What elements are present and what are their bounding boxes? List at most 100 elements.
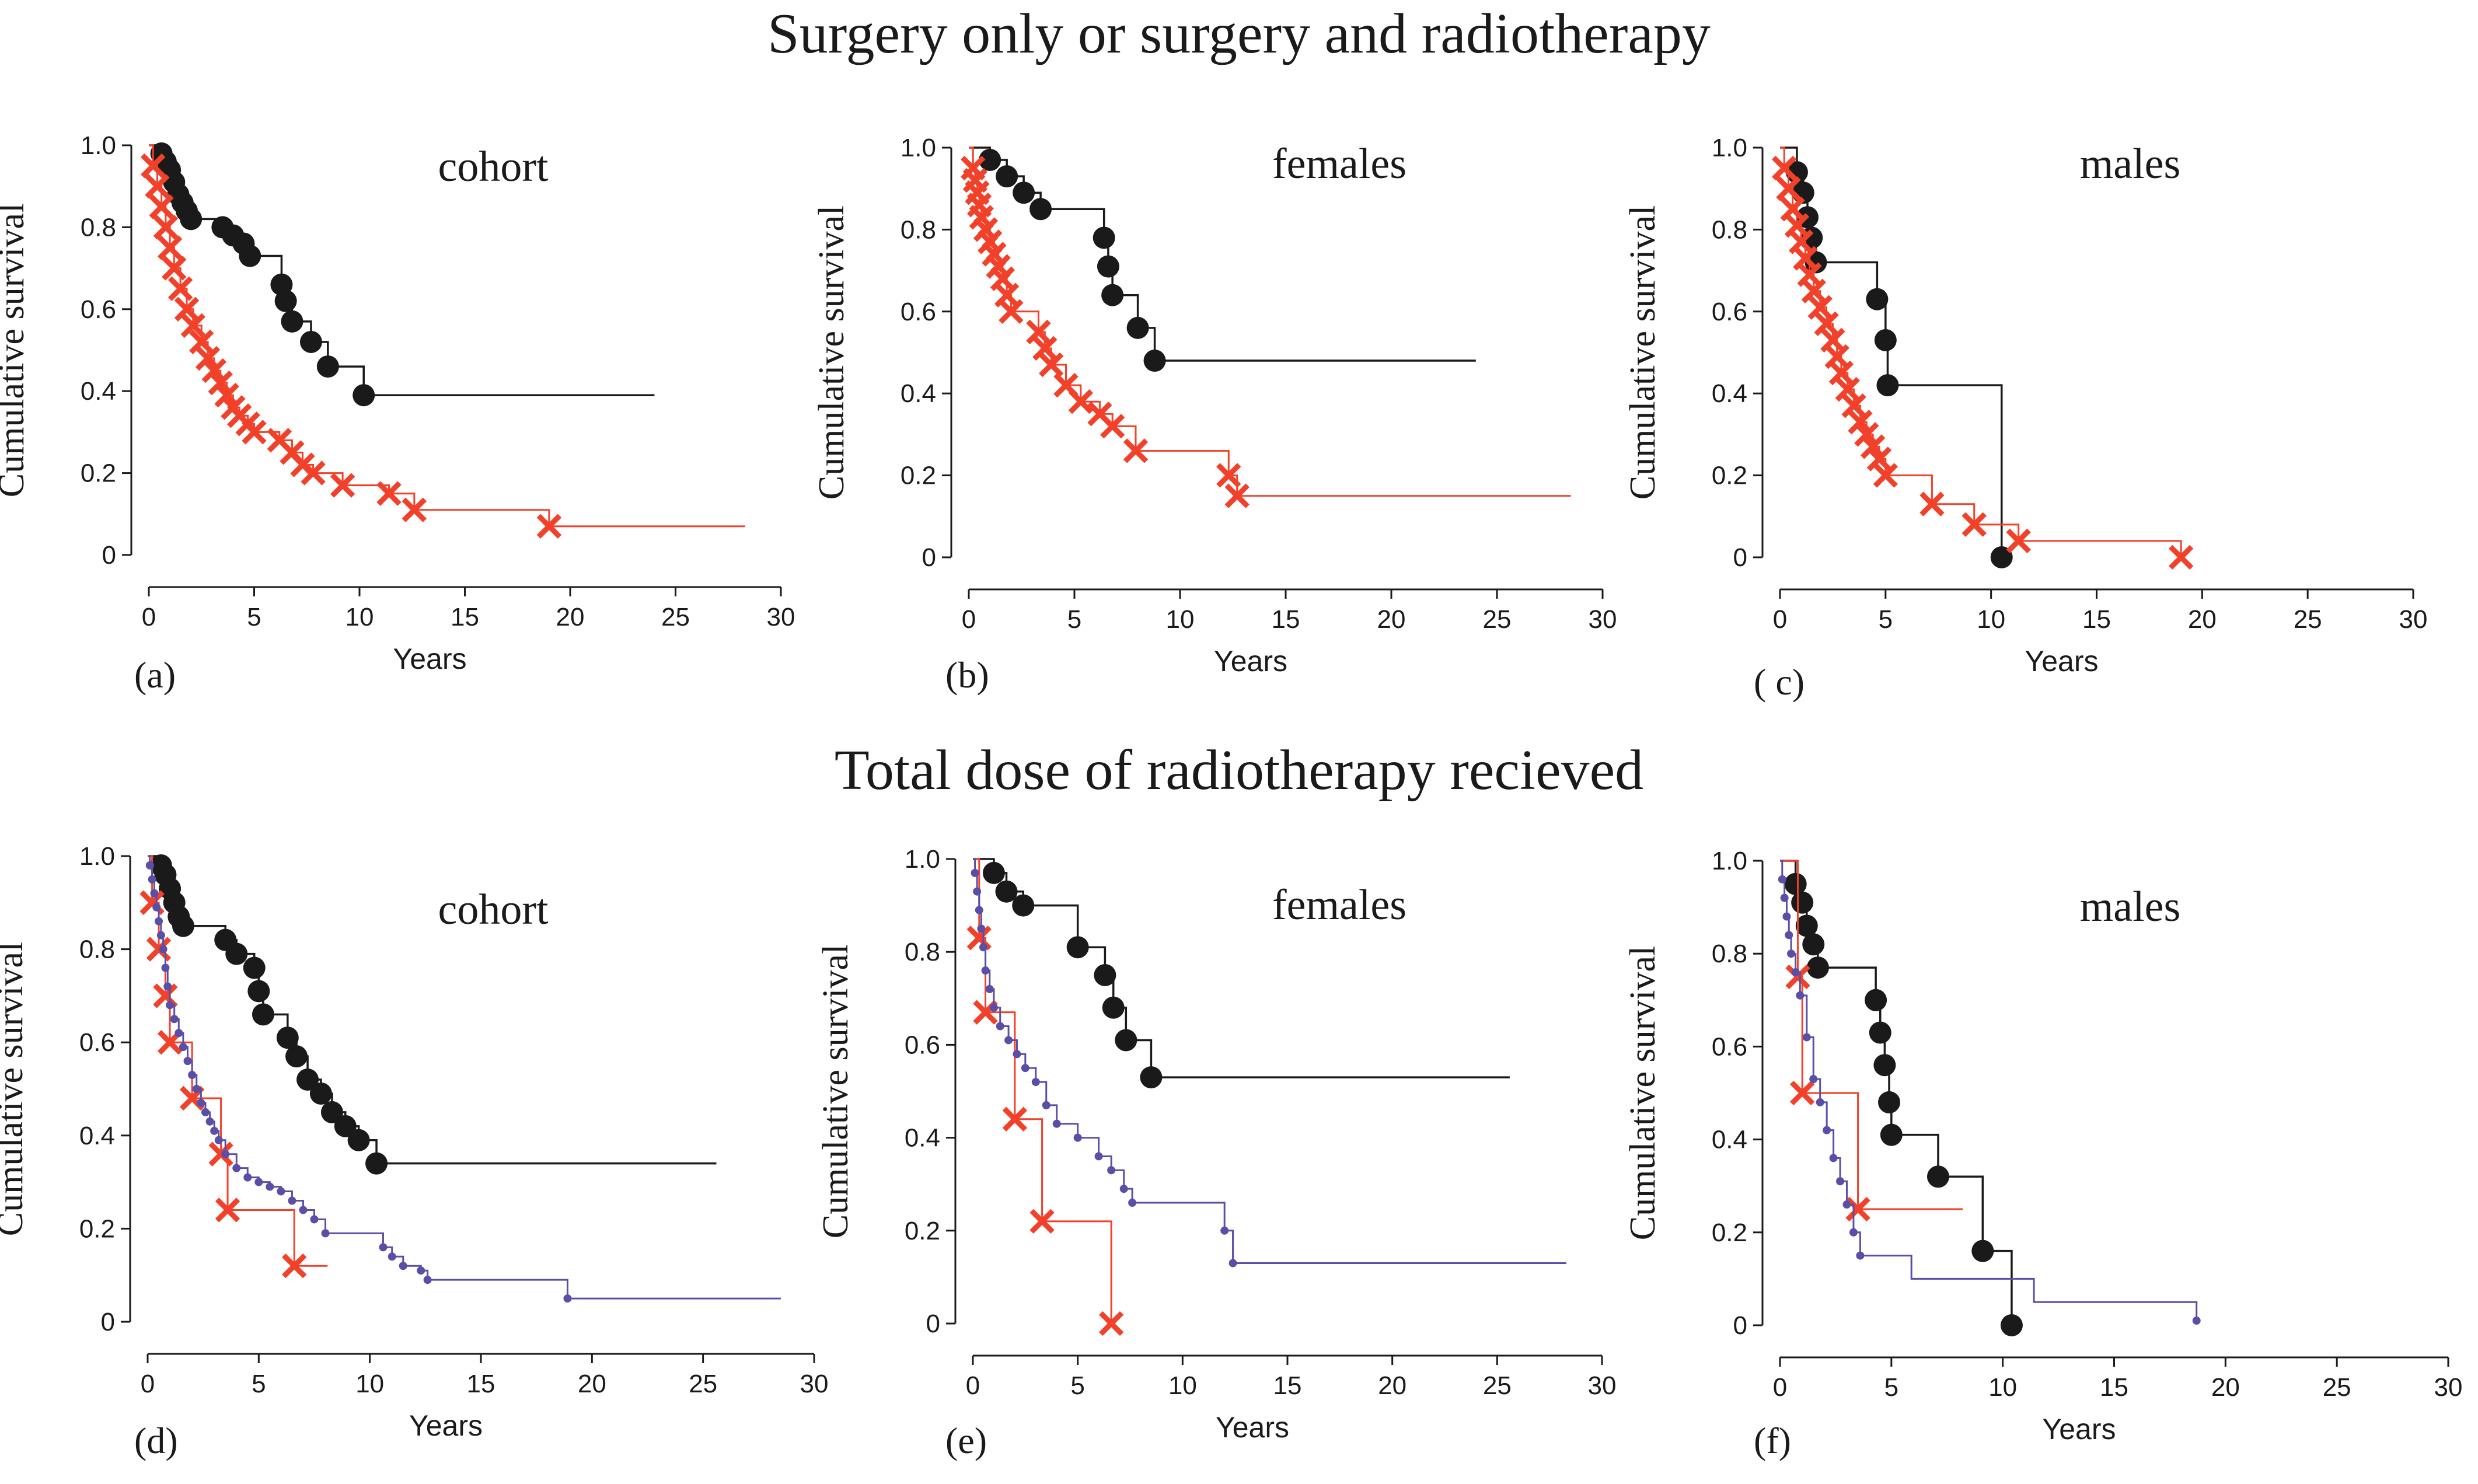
x-tick-label: 20 xyxy=(556,603,585,631)
censor-marker-blue xyxy=(1802,1033,1811,1042)
y-tick-label: 0.2 xyxy=(1712,462,1747,490)
censor-marker-blue xyxy=(399,1262,407,1270)
censor-marker-black xyxy=(247,980,270,1003)
km-curve-black xyxy=(148,855,717,1165)
censor-marker-red xyxy=(208,370,233,396)
y-tick-label: 0.6 xyxy=(1712,298,1747,326)
censor-marker-red xyxy=(201,358,227,383)
censor-marker-red xyxy=(214,383,239,408)
censor-marker-black xyxy=(1874,329,1897,351)
censor-marker-red xyxy=(242,420,267,445)
km-curve-black xyxy=(149,144,655,396)
y-tick-label: 0.2 xyxy=(79,1214,115,1243)
x-tick-label: 30 xyxy=(2399,605,2428,634)
censor-marker-black xyxy=(1066,936,1089,959)
x-tick-label: 5 xyxy=(247,603,261,631)
y-tick-label: 0.8 xyxy=(79,935,115,964)
censor-marker-blue xyxy=(1778,875,1786,884)
y-axis-title: Cumulative survival xyxy=(1623,205,1663,500)
panel-label: (f) xyxy=(1754,1420,1791,1461)
censor-marker-black xyxy=(1097,255,1119,278)
km-curve-black xyxy=(973,858,1510,1078)
censor-marker-black xyxy=(1802,933,1825,956)
censor-marker-black xyxy=(172,914,194,937)
censor-marker-black xyxy=(1140,1066,1163,1089)
censor-marker-black xyxy=(316,355,339,378)
y-tick-label: 0.4 xyxy=(81,377,116,406)
censor-marker-red xyxy=(195,345,221,371)
censor-marker-blue xyxy=(379,1243,388,1252)
y-tick-label: 0.2 xyxy=(901,462,936,490)
censor-marker-blue xyxy=(1823,1126,1831,1134)
x-tick-label: 10 xyxy=(345,603,374,631)
y-tick-label: 0.4 xyxy=(1712,1126,1747,1154)
censor-marker-black xyxy=(1012,894,1035,917)
censor-marker-blue xyxy=(1785,931,1793,940)
y-tick-label: 0.6 xyxy=(79,1028,115,1057)
censor-marker-black xyxy=(299,330,322,353)
censor-marker-red xyxy=(282,1253,307,1279)
km-curve-blue xyxy=(973,858,1566,1265)
censor-marker-black xyxy=(1094,964,1116,986)
x-tick-label: 10 xyxy=(1977,605,2005,634)
censor-marker-blue xyxy=(1787,949,1796,958)
x-tick-label: 10 xyxy=(355,1370,384,1398)
censor-marker-red xyxy=(1789,1080,1815,1106)
panel-label: (a) xyxy=(134,654,176,696)
y-tick-label: 0.8 xyxy=(905,938,940,966)
x-tick-label: 15 xyxy=(2082,605,2111,634)
y-tick-label: 0 xyxy=(101,1308,115,1336)
censor-marker-red xyxy=(1801,278,1827,303)
censor-marker-black xyxy=(1926,1165,1949,1188)
x-tick-label: 15 xyxy=(2100,1373,2128,1402)
censor-marker-black xyxy=(320,1101,343,1123)
censor-marker-red xyxy=(1100,414,1125,439)
censor-marker-black xyxy=(1878,1091,1901,1113)
x-tick-label: 15 xyxy=(1273,1371,1302,1400)
censor-marker-blue xyxy=(1013,1050,1021,1059)
x-axis-title: Years xyxy=(1214,645,1287,678)
censor-marker-black xyxy=(1115,1029,1137,1052)
x-tick-label: 30 xyxy=(800,1370,829,1398)
x-tick-label: 20 xyxy=(2211,1373,2240,1402)
section-title-top: Surgery only or surgery and radiotherapy xyxy=(767,2,1711,65)
panel-title: males xyxy=(2080,140,2181,188)
chart-panel-5: 0 5 10 15 20 25 30 0 0.2 0.4 0.6 0.8 1.0 Years Cumulat… xyxy=(816,845,1616,1461)
censor-marker-red xyxy=(1835,376,1860,402)
censor-marker-red xyxy=(1866,446,1892,472)
censor-marker-blue xyxy=(989,1003,998,1012)
y-tick-label: 0.2 xyxy=(905,1217,940,1245)
panel-label: (b) xyxy=(945,654,989,696)
censor-marker-black xyxy=(1869,1021,1891,1044)
censor-marker-blue xyxy=(192,1085,201,1093)
censor-marker-black xyxy=(274,289,297,312)
censor-marker-red xyxy=(1216,463,1241,488)
x-tick-label: 25 xyxy=(2323,1373,2351,1402)
censor-marker-red xyxy=(1038,352,1064,378)
censor-marker-blue xyxy=(1073,1133,1082,1142)
censor-marker-red xyxy=(999,299,1024,324)
x-tick-label: 5 xyxy=(1070,1371,1084,1400)
censor-marker-red xyxy=(215,1197,240,1223)
x-axis-title: Years xyxy=(2042,1413,2116,1445)
y-tick-label: 0.8 xyxy=(1712,940,1747,968)
censor-marker-blue xyxy=(243,1173,252,1182)
y-tick-label: 0.2 xyxy=(1712,1218,1747,1247)
x-tick-label: 30 xyxy=(767,603,795,631)
x-tick-label: 10 xyxy=(1168,1371,1197,1400)
censor-marker-black xyxy=(1990,546,2013,568)
censor-marker-blue xyxy=(205,1117,214,1126)
y-tick-label: 0.8 xyxy=(81,213,116,242)
x-tick-label: 15 xyxy=(467,1370,495,1398)
censor-marker-blue xyxy=(197,1098,205,1107)
censor-marker-black xyxy=(285,1045,308,1068)
censor-marker-black xyxy=(1795,914,1818,937)
x-axis-title: Years xyxy=(2025,645,2098,678)
censor-marker-red xyxy=(376,481,402,506)
censor-marker-red xyxy=(149,194,174,219)
censor-marker-red xyxy=(162,256,187,281)
x-tick-label: 15 xyxy=(451,603,479,631)
censor-marker-black xyxy=(309,1082,332,1105)
censor-marker-red xyxy=(536,514,562,539)
